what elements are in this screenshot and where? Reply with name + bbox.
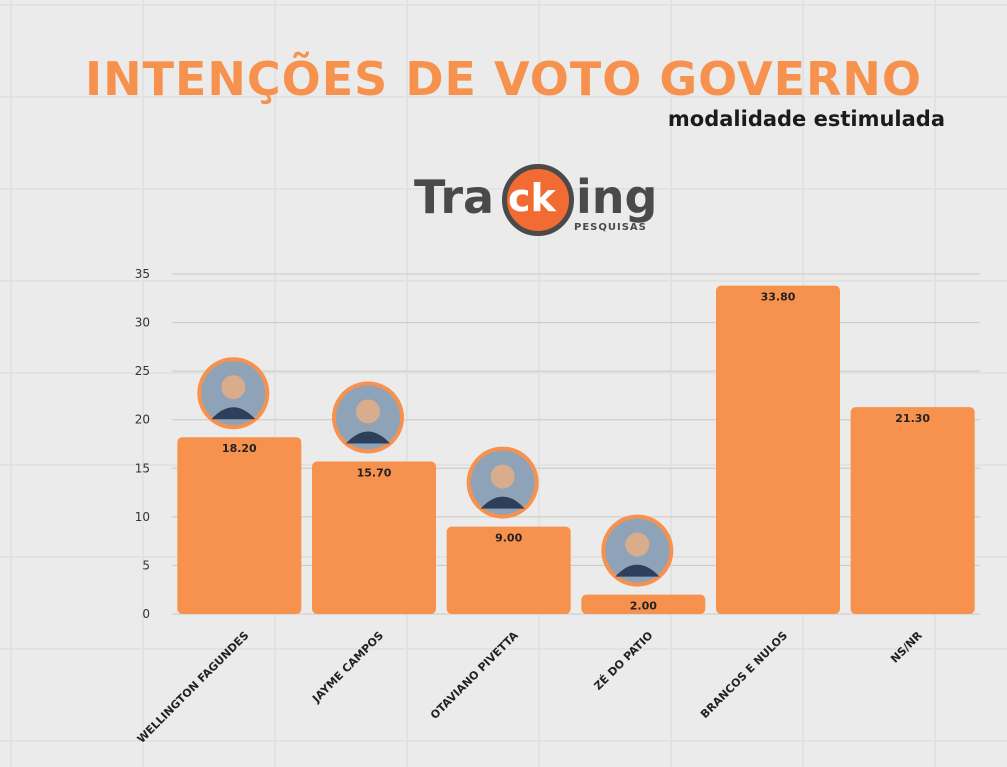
bar <box>716 285 840 614</box>
x-category-label: WELLINGTON FAGUNDES <box>135 629 252 746</box>
bar-value-label: 18.20 <box>222 442 257 455</box>
bar <box>581 594 706 614</box>
x-category-label: JAYME CAMPOS <box>309 629 386 706</box>
logo-text-ing: ing <box>576 170 658 224</box>
x-category-label: ZÉ DO PATIO <box>592 629 656 693</box>
bar <box>446 526 571 614</box>
x-category-label: NS/NR <box>888 629 925 666</box>
candidate-photo-body <box>211 407 256 420</box>
candidate-photo-body <box>615 564 660 577</box>
candidate-photo-body <box>346 431 390 444</box>
logo-text-tra: Tra <box>414 170 495 224</box>
x-category-label: OTAVIANO PIVETTA <box>428 629 521 722</box>
bar <box>312 461 436 614</box>
bar-value-label: 2.00 <box>630 600 657 613</box>
bar <box>850 407 975 614</box>
logo-subtext: PESQUISAS <box>574 222 647 233</box>
y-tick-label: 20 <box>135 413 150 427</box>
logo-circle <box>502 164 574 236</box>
chart-subtitle: modalidade estimulada <box>667 107 945 131</box>
logo-text-ck: ck <box>508 176 556 220</box>
bar-value-label: 15.70 <box>357 466 392 479</box>
y-tick-label: 30 <box>135 316 150 330</box>
candidate-photo-head <box>625 532 650 557</box>
candidate-photo-body <box>480 496 525 509</box>
tracking-logo: Tra ck ing PESQUISAS <box>414 162 664 244</box>
candidate-photo-head <box>356 399 380 424</box>
candidate-photo-head <box>221 375 246 400</box>
bar-value-label: 33.80 <box>761 291 796 304</box>
y-tick-label: 0 <box>142 607 150 621</box>
bar-value-label: 9.00 <box>495 532 522 545</box>
bar-value-label: 21.30 <box>895 412 930 425</box>
y-tick-label: 25 <box>135 364 150 378</box>
chart-title: INTENÇÕES DE VOTO GOVERNO <box>84 52 923 106</box>
candidate-photo-head <box>490 464 515 489</box>
y-tick-label: 10 <box>135 510 150 524</box>
y-tick-label: 35 <box>135 267 150 281</box>
x-category-label: BRANCOS E NULOS <box>698 629 790 721</box>
y-tick-label: 5 <box>142 558 150 572</box>
bar <box>177 437 302 614</box>
y-tick-label: 15 <box>135 461 150 475</box>
